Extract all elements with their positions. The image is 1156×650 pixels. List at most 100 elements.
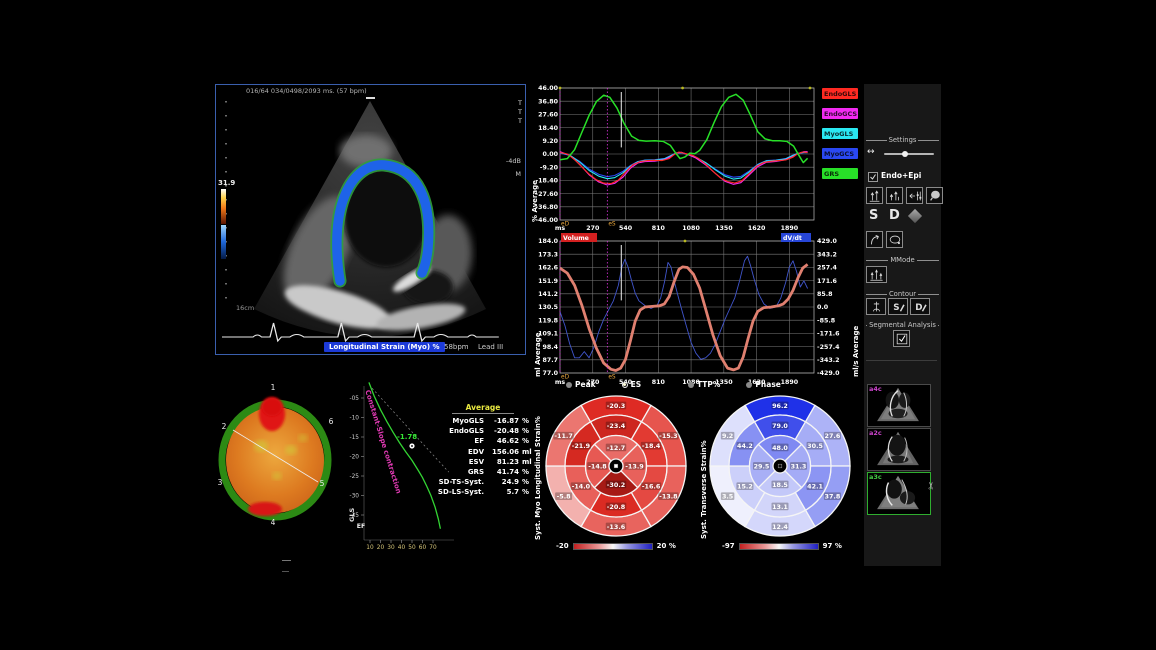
y2-tick-label: -171.6 [817, 331, 840, 338]
x-tick-label: 1890 [781, 225, 799, 232]
endo-epi-checkbox[interactable] [868, 172, 878, 182]
opacity-slider[interactable] [884, 153, 934, 155]
thumbnail-a2c[interactable]: a2c [867, 428, 931, 471]
segment-value: -23.4 [607, 422, 626, 430]
scatter-y-tick: -25 [350, 474, 360, 480]
radio-peak[interactable]: Peak [566, 380, 596, 389]
svg-text:D: D [915, 303, 922, 313]
segment-value: -13.8 [659, 493, 678, 501]
layer-compare-icon[interactable] [886, 187, 903, 204]
bullseye-segment[interactable] [748, 443, 776, 489]
average-row: MyoGLS -16.87% [436, 416, 540, 426]
radio-ttp[interactable]: TTP% [688, 380, 720, 389]
segment-value: 30.5 [807, 442, 823, 450]
legend-item-myogcs[interactable]: MyoGCS [822, 148, 858, 159]
metric-unit: % [522, 417, 530, 425]
heart-rate: 58bpm [444, 343, 469, 351]
radio-dot[interactable] [566, 381, 572, 388]
x-tick-label: 810 [652, 379, 666, 386]
legend-item-grs[interactable]: GRS [822, 168, 858, 179]
scatter-x-tick: 50 [408, 545, 416, 551]
event-marker-label: eD [561, 222, 570, 228]
metric-unit: % [522, 437, 530, 446]
thumbnail-a3c[interactable]: a3c [867, 472, 931, 515]
radio-es[interactable]: ES [621, 380, 641, 389]
scale-min: -20 [556, 542, 569, 550]
average-table: Average MyoGLS -16.87% EndoGLS -20.48% EF 46.… [436, 403, 540, 498]
gls-ef-chart: -05 -10 -15 -20 -25 -30 -35 10 20 30 40 50 60 70 EF -1.… [350, 382, 454, 551]
radio-label: Phase [755, 380, 781, 389]
metric-unit: ml [522, 447, 532, 456]
resize-arrows-icon: ↔ [867, 147, 875, 157]
volume-y-axis-label: ml Average [534, 332, 542, 377]
opacity-slider-knob[interactable] [902, 151, 908, 157]
thumbnail-a4c[interactable]: a4c [867, 384, 931, 427]
series-curve [559, 151, 808, 180]
recalculate-icon[interactable] [866, 231, 883, 248]
gls-ef-curve [368, 382, 442, 529]
y2-tick-label: 0.0 [817, 304, 829, 311]
y-tick-label: 119.8 [538, 317, 558, 324]
segment-value: 18.5 [772, 481, 788, 489]
depth-label: 16cm [236, 304, 255, 312]
colormap-gradient [738, 542, 819, 550]
legend-item-endogcs[interactable]: EndoGCS [822, 108, 858, 119]
segment-value: -5.8 [557, 493, 572, 501]
tgc-marker: T [518, 117, 522, 125]
series-curve [559, 151, 808, 185]
y-tick-label: 9.20 [542, 138, 558, 145]
y2-tick-label: -257.4 [817, 344, 840, 351]
metric-unit: % [522, 478, 530, 487]
metric-unit: % [522, 427, 530, 436]
legend-item-myogls[interactable]: MyoGLS [822, 128, 858, 139]
radio-phase[interactable]: Phase [746, 380, 781, 389]
scatter-y-tick: -35 [350, 513, 360, 519]
segment-value: 96.2 [772, 402, 788, 410]
strain-colorbar-negative [221, 225, 226, 259]
diastole-button[interactable]: D [889, 208, 900, 223]
segment-value: 48.0 [772, 444, 788, 452]
segment-value: 15.2 [737, 483, 753, 491]
systole-button[interactable]: S [869, 208, 879, 223]
average-row: GRS 41.74% [436, 467, 540, 477]
segmental-check-icon[interactable] [893, 330, 910, 347]
measurement-line[interactable] [232, 429, 319, 483]
y2-tick-label: 85.8 [817, 291, 833, 298]
bullseye-center-marker [777, 463, 783, 469]
mmode-icon[interactable] [866, 266, 887, 283]
metric-value: 156.06 [491, 447, 519, 456]
contour-marker-icon[interactable] [866, 298, 886, 315]
scatter-x-tick: 20 [377, 545, 385, 551]
x-tick-label: 1620 [748, 225, 766, 232]
legend-item-endogls[interactable]: EndoGLS [822, 88, 858, 99]
bullseye-ts-title: Syst. Transverse Strain% [700, 440, 708, 539]
y-tick-label: -9.20 [540, 164, 559, 171]
roi-balloon-icon[interactable] [926, 187, 943, 204]
segmental-section-header: Segmental Analysis [864, 321, 941, 329]
contour-edit-systole-icon[interactable]: S [888, 298, 908, 315]
average-row: ESV 81.23 ml [436, 457, 540, 467]
radio-dot[interactable] [621, 381, 628, 388]
segment-number-label: 6 [329, 417, 334, 426]
contour-edit-diastole-icon[interactable]: D [910, 298, 930, 315]
x-tick-label: 270 [586, 379, 600, 386]
segment-number-label: 2 [222, 422, 227, 431]
ultrasound-footer: Longitudinal Strain (Myo) % 58bpm Lead I… [216, 340, 525, 352]
bullseye-segment[interactable] [584, 443, 612, 489]
strain-y-axis-label: % Average [531, 180, 539, 222]
active-mode-label[interactable]: Longitudinal Strain (Myo) % [324, 342, 445, 352]
segment-value: -20.8 [607, 503, 626, 511]
tracking-params-icon[interactable] [906, 187, 923, 204]
segment-value: -30.2 [607, 481, 625, 489]
ellipse-tool-icon[interactable] [886, 231, 903, 248]
radio-dot[interactable] [746, 381, 753, 388]
segment-value: -20.3 [607, 402, 625, 410]
radio-dot[interactable] [688, 381, 694, 388]
cut-view-icon[interactable]: ✂ [926, 481, 938, 490]
segmental-title: Segmental Analysis [869, 321, 936, 329]
layer-display-icon[interactable] [866, 187, 883, 204]
metric-label: EF [474, 437, 484, 446]
average-row: SD-LS-Syst. 5.7% [436, 487, 540, 497]
diamond-marker-icon[interactable] [907, 208, 923, 224]
